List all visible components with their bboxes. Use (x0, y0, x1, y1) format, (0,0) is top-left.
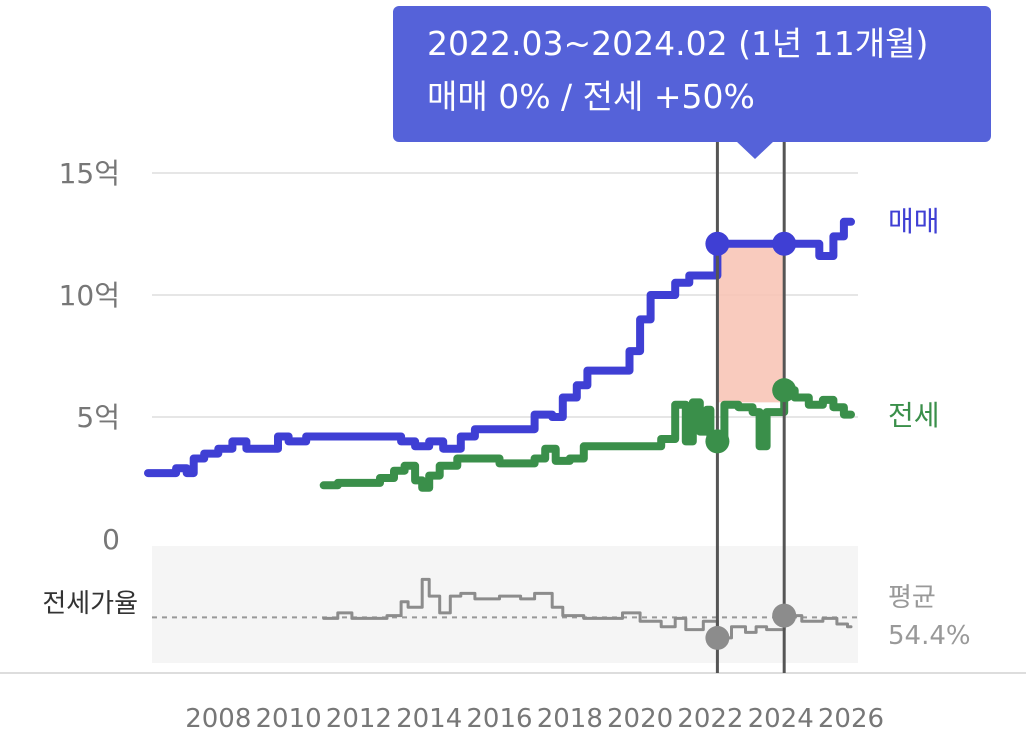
x-tick-label: 2014 (396, 704, 462, 734)
y-tick-label: 0 (102, 523, 120, 556)
selection-dot-sale-start (705, 231, 730, 256)
series-label-sale: 매매 (888, 205, 940, 238)
y-axis-ticks: 15억 10억 5억 0 (59, 157, 120, 556)
series-label-jeonse: 전세 (888, 399, 940, 432)
x-tick-label: 2026 (818, 704, 884, 734)
x-tick-label: 2020 (607, 704, 673, 734)
y-tick-label: 10억 (59, 279, 120, 312)
x-tick-label: 2016 (466, 704, 532, 734)
selection-highlight (717, 243, 785, 403)
x-tick-label: 2022 (677, 704, 743, 734)
y-tick-label: 5억 (76, 401, 120, 434)
y-tick-label: 15억 (59, 157, 120, 190)
average-label: 평균 (888, 583, 936, 613)
x-axis-ticks: 2008 2010 2012 2014 2016 2018 2020 2022 2024 2026 (185, 704, 884, 734)
average-value: 54.4% (888, 621, 971, 651)
tooltip-change: 매매 0% / 전세 +50% (427, 77, 755, 116)
selection-dots (705, 231, 797, 650)
selection-dot-jeonse-end (772, 378, 797, 403)
series-line-jeonse-ratio (322, 577, 853, 640)
x-tick-label: 2024 (748, 704, 814, 734)
x-tick-label: 2008 (185, 704, 251, 734)
selection-dot-ratio-start (705, 625, 730, 650)
selection-lines[interactable] (715, 142, 786, 673)
ratio-axis-label: 전세가율 (42, 589, 138, 619)
ratio-panel-background (152, 546, 858, 663)
tooltip-arrow (736, 141, 774, 159)
tooltip-range: 2022.03~2024.02 (1년 11개월) (427, 24, 929, 63)
series-line-sale (144, 217, 855, 478)
selection-dot-ratio-end (772, 603, 797, 628)
selection-dot-sale-end (772, 231, 797, 256)
x-tick-label: 2012 (326, 704, 392, 734)
range-tooltip: 2022.03~2024.02 (1년 11개월) 매매 0% / 전세 +50… (393, 6, 991, 142)
x-tick-label: 2010 (256, 704, 322, 734)
selection-dot-jeonse-start (705, 429, 730, 454)
x-tick-label: 2018 (537, 704, 603, 734)
